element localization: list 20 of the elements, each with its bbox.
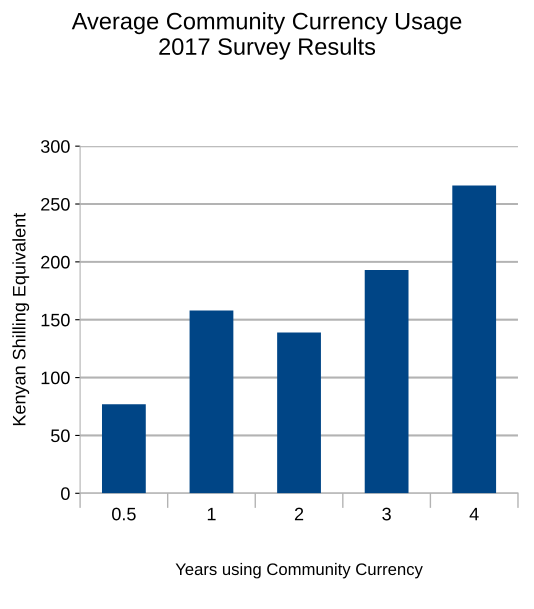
y-axis-title: Kenyan Shilling Equivalent	[12, 212, 30, 426]
y-tick-label: 100	[42, 372, 70, 384]
chart-title: Average Community Currency Usage 2017 Survey Results	[72, 12, 462, 60]
y-tick-label: 250	[41, 198, 70, 211]
bar	[102, 404, 146, 494]
bar	[190, 310, 234, 494]
bar	[364, 270, 409, 494]
x-tick-label: 0.5	[112, 508, 136, 520]
x-tick-label: 1	[208, 508, 216, 520]
x-axis-title: Years using Community Currency	[176, 562, 423, 578]
x-tick-label: 4	[470, 508, 479, 520]
y-tick-label: 200	[41, 256, 70, 269]
y-tick-label: 150	[42, 314, 70, 326]
x-tick-label: 3	[382, 508, 391, 520]
x-tick-label: 2	[294, 508, 304, 520]
y-tick-label: 0	[61, 487, 70, 500]
y-tick-label: 50	[51, 429, 70, 442]
y-tick-label: 300	[40, 140, 70, 153]
bar	[452, 186, 496, 494]
bar	[277, 332, 321, 494]
